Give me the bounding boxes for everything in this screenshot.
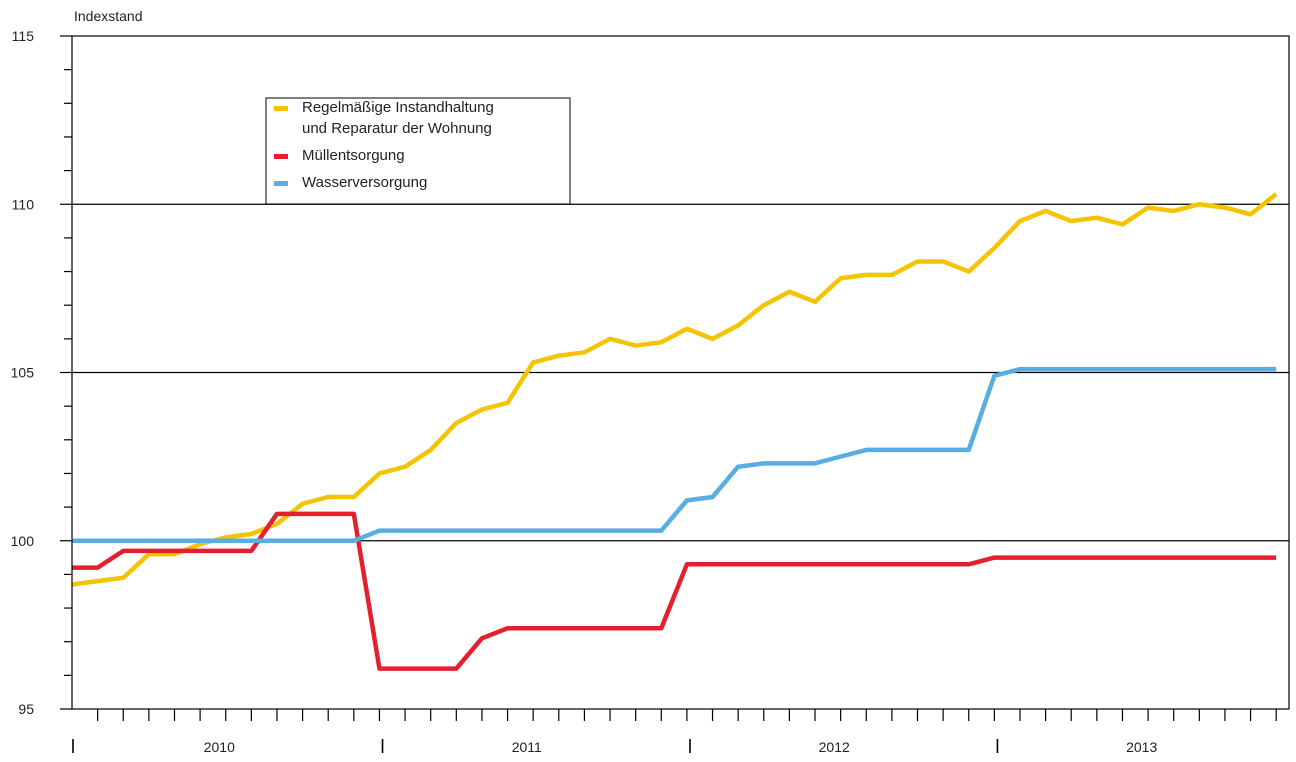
y-axis: 95 100 105 110 115 [11,28,72,717]
x-year-label: 2010 [204,739,235,755]
legend-swatch-3 [274,181,288,186]
x-year-label: 2013 [1126,739,1157,755]
legend-swatch-2 [274,154,288,159]
y-tick-label: 105 [11,365,35,381]
y-tick-label: 100 [11,533,35,549]
y-tick-label: 110 [12,196,35,212]
y-tick-label: 115 [12,28,35,44]
legend-box [265,97,571,205]
legend-label-1: und Reparatur der Wohnung [302,120,492,137]
series-lines [71,192,1278,671]
x-year-label: 2011 [512,739,542,755]
legend-label-2: Müllentsorgung [302,147,405,164]
series-line-3 [72,366,1277,543]
series-line-1 [71,192,1278,587]
legend-label-1: Regelmäßige Instandhaltung [302,99,494,116]
gridlines [72,203,1289,542]
series-line-2 [72,511,1277,671]
x-year-label: 2012 [819,739,850,755]
legend-label-3: Wasserversorgung [302,174,427,191]
x-axis: 2010 2011 2012 2013 [72,709,1277,755]
y-tick-label: 95 [18,701,34,717]
legend-swatch-1 [274,106,288,111]
legend: Regelmäßige Instandhaltung und Reparatur … [265,97,571,205]
y-axis-title: Indexstand [74,8,143,24]
